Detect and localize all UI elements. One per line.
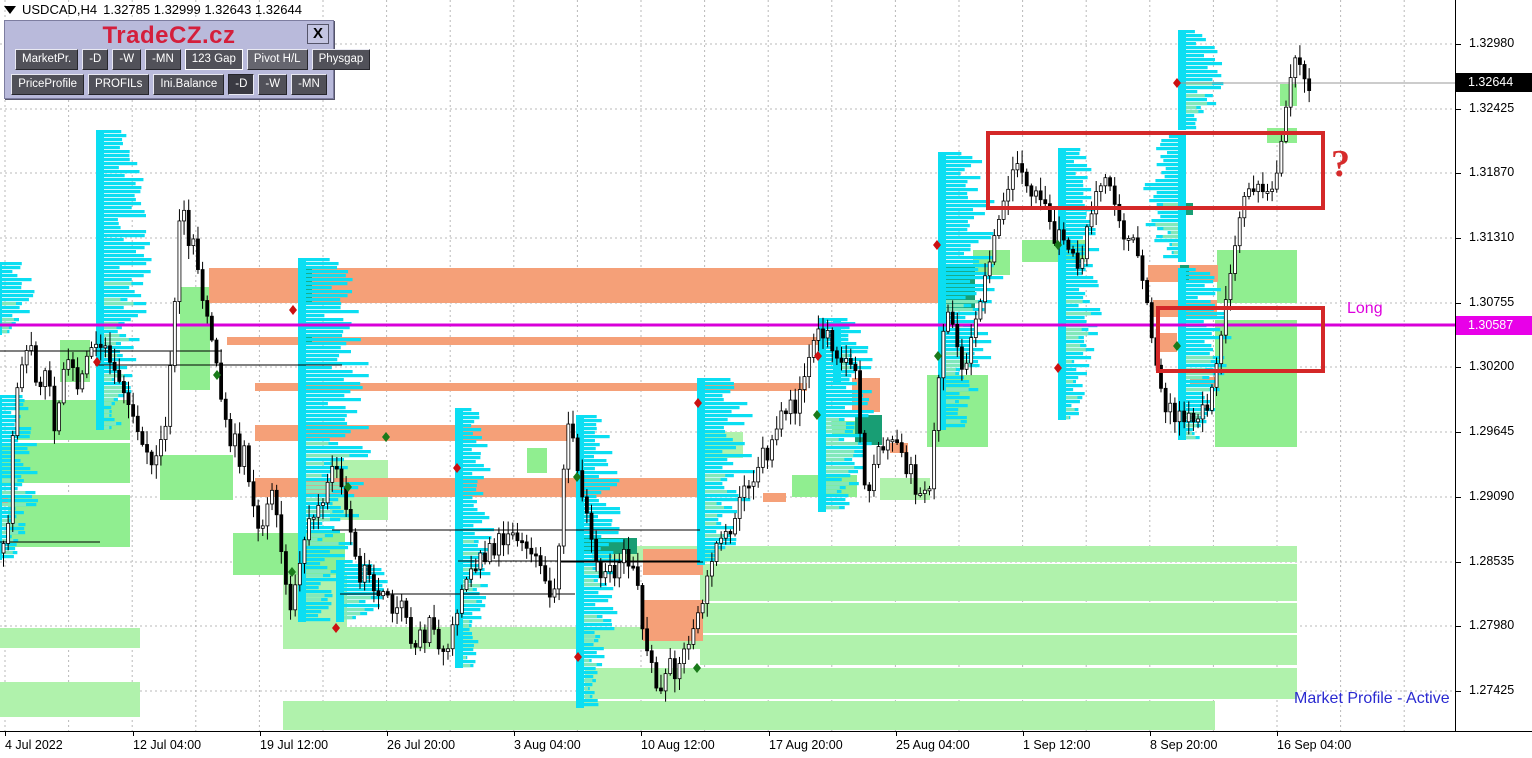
time-tick-mark (5, 732, 6, 736)
market-profiles (0, 30, 1232, 708)
time-tick-label: 16 Sep 04:00 (1277, 738, 1352, 752)
time-tick-label: 17 Aug 20:00 (769, 738, 843, 752)
market-profile (1178, 30, 1224, 130)
panel-button-row-1: MarketPr. -D -W -MN 123 Gap Pivot H/L Physgap (5, 49, 371, 70)
time-tick-mark (1277, 732, 1278, 736)
question-annotation: ? (1331, 143, 1350, 185)
panel-button-priceprofile[interactable]: PriceProfile (11, 74, 85, 95)
time-tick-label: 8 Sep 20:00 (1150, 738, 1218, 752)
panel-button-d[interactable]: -D (228, 74, 255, 95)
price-tick-label: 1.30755 (1469, 295, 1515, 309)
chart-dropdown-icon (4, 5, 16, 14)
price-tick-label: 1.31870 (1469, 165, 1515, 179)
window-title: USDCAD,H4 1.32785 1.32999 1.32643 1.3264… (4, 2, 302, 17)
price-tick-label: 1.29090 (1469, 489, 1515, 503)
market-profile (1178, 268, 1232, 440)
price-tick-mark (1456, 303, 1461, 304)
panel-button-d[interactable]: -D (82, 49, 109, 70)
candles (1, 45, 1312, 702)
market-profile (697, 378, 756, 565)
long-annotation: Long (1347, 300, 1383, 317)
price-tick-mark (1456, 109, 1461, 110)
time-tick-label: 10 Aug 12:00 (641, 738, 715, 752)
time-tick-mark (769, 732, 770, 736)
price-tick-mark (1456, 497, 1461, 498)
level-lines[interactable] (0, 82, 1455, 595)
panel-button-pivothl[interactable]: Pivot H/L (246, 49, 308, 70)
time-tick-mark (133, 732, 134, 736)
magenta-level-tag: 1.30587 (1456, 316, 1532, 335)
time-tick-mark (641, 732, 642, 736)
price-tick-mark (1456, 562, 1461, 563)
price-tick-mark (1456, 238, 1461, 239)
trade-arrows[interactable] (93, 78, 1181, 673)
panel-close-button[interactable]: X (307, 24, 329, 44)
time-tick-mark (1150, 732, 1151, 736)
price-axis[interactable]: 1.32980 1.32425 1.31870 1.31310 1.30755 1.302… (1455, 0, 1532, 731)
panel-button-marketpr[interactable]: MarketPr. (15, 49, 79, 70)
panel-button-w[interactable]: -W (258, 74, 288, 95)
time-tick-mark (896, 732, 897, 736)
time-tick-mark (1023, 732, 1024, 736)
price-tick-mark (1456, 626, 1461, 627)
price-tick-label: 1.27980 (1469, 618, 1515, 632)
panel-button-row-2: PriceProfile PROFILs Ini.Balance -D -W -MN (5, 74, 333, 95)
price-tick-mark (1456, 432, 1461, 433)
market-profile (0, 262, 35, 335)
market-profile (1058, 148, 1102, 420)
market-profile (298, 258, 371, 622)
panel-title: TradeCZ.cz (102, 22, 236, 49)
time-tick-mark (387, 732, 388, 736)
panel-button-w[interactable]: -W (112, 49, 142, 70)
market-profile-status-label: Market Profile - Active (1294, 690, 1450, 707)
price-tick-mark (1456, 691, 1461, 692)
time-tick-mark (260, 732, 261, 736)
time-tick-label: 1 Sep 12:00 (1023, 738, 1091, 752)
price-tick-mark (1456, 367, 1461, 368)
panel-button-123gap[interactable]: 123 Gap (184, 49, 243, 70)
market-profile (96, 130, 152, 430)
chart-svg (0, 0, 1455, 731)
panel-button-physgap[interactable]: Physgap (311, 49, 371, 70)
chart-canvas[interactable] (0, 0, 1455, 731)
time-tick-mark (514, 732, 515, 736)
highlight-boxes[interactable] (986, 131, 1325, 373)
price-tick-label: 1.31310 (1469, 230, 1515, 244)
ohlc-values: 1.32785 1.32999 1.32643 1.32644 (103, 2, 302, 17)
time-tick-label: 25 Aug 04:00 (896, 738, 970, 752)
time-tick-label: 19 Jul 12:00 (260, 738, 329, 752)
price-tick-label: 1.27425 (1469, 683, 1515, 697)
price-tick-mark (1456, 44, 1461, 45)
market-profile (1143, 135, 1186, 262)
time-tick-label: 26 Jul 20:00 (387, 738, 456, 752)
panel-button-inibalance[interactable]: Ini.Balance (153, 74, 225, 95)
time-tick-label: 3 Aug 04:00 (514, 738, 581, 752)
price-tick-label: 1.30200 (1469, 359, 1515, 373)
panel-button-mn[interactable]: -MN (291, 74, 327, 95)
time-tick-label: 12 Jul 04:00 (133, 738, 202, 752)
price-tick-mark (1456, 173, 1461, 174)
symbol-period-label: USDCAD,H4 (22, 2, 98, 17)
time-tick-label: 4 Jul 2022 (5, 738, 63, 752)
panel-button-profils[interactable]: PROFILs (88, 74, 150, 95)
panel-button-mn[interactable]: -MN (145, 49, 181, 70)
price-tick-label: 1.29645 (1469, 424, 1515, 438)
price-tick-label: 1.32425 (1469, 101, 1515, 115)
price-tick-label: 1.32980 (1469, 36, 1515, 50)
indicator-panel: TradeCZ.cz X MarketPr. -D -W -MN 123 Gap Pivo… (4, 20, 371, 99)
time-axis[interactable]: 4 Jul 2022 12 Jul 04:00 19 Jul 12:00 26 Jul… (0, 731, 1532, 758)
price-tick-label: 1.28535 (1469, 554, 1515, 568)
current-price-tag: 1.32644 (1456, 73, 1532, 92)
market-profile (938, 152, 1004, 430)
